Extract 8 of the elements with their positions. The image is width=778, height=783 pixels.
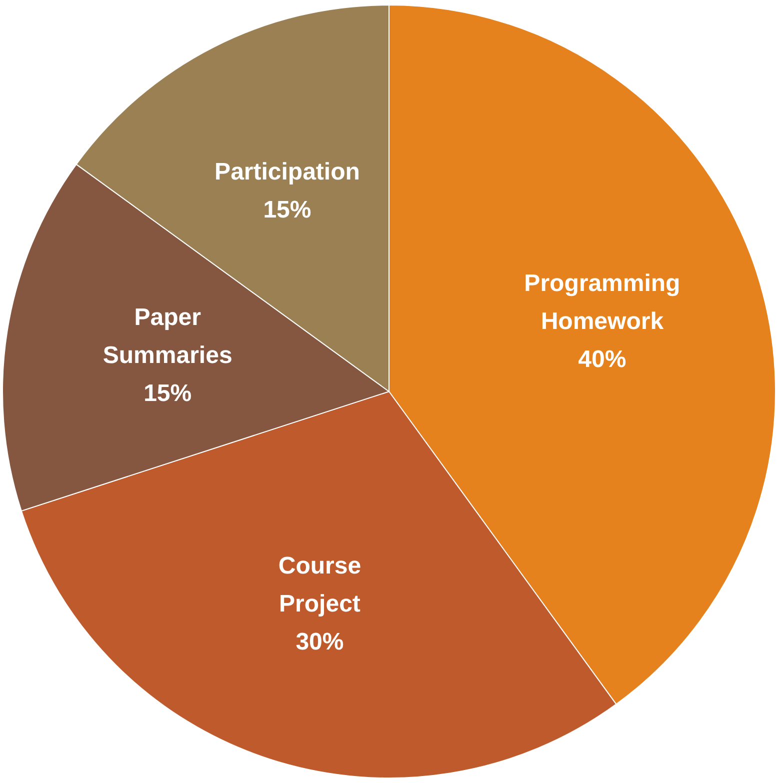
slice-label: Paper Summaries	[102, 304, 232, 370]
data-label: 15%	[144, 380, 192, 408]
data-label: 15%	[263, 196, 312, 224]
slice-label: Course Project	[278, 552, 362, 618]
slice-label: Programming Homework	[524, 270, 680, 335]
data-label: 30%	[296, 628, 344, 656]
data-label: 40%	[578, 346, 626, 373]
slice-label: Participation	[214, 158, 360, 186]
